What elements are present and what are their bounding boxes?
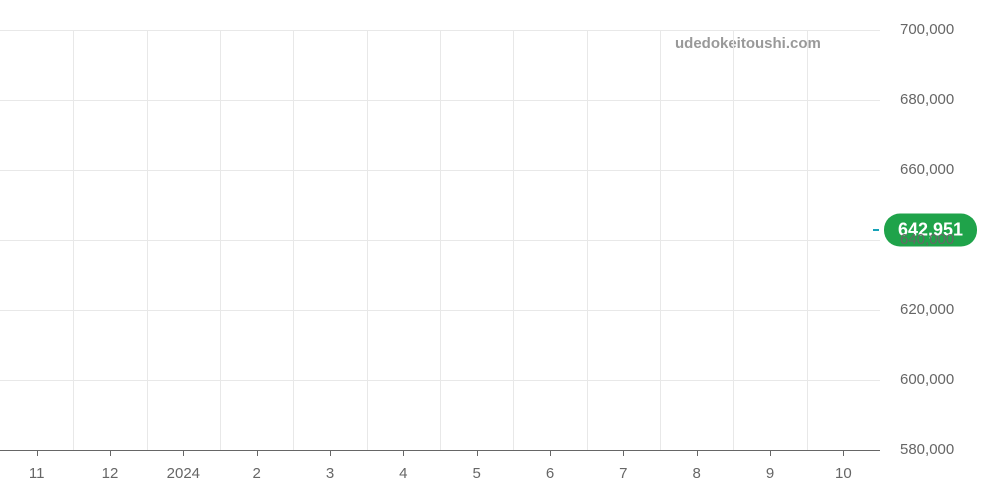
gridline-vertical [147, 30, 148, 450]
gridline-vertical [733, 30, 734, 450]
x-axis-label: 11 [29, 465, 45, 482]
x-axis-label: 10 [835, 465, 852, 482]
y-axis-label: 660,000 [900, 161, 954, 178]
y-axis-label: 580,000 [900, 441, 954, 458]
gridline-vertical [73, 30, 74, 450]
data-point [873, 229, 879, 231]
x-axis-label: 5 [472, 465, 480, 482]
gridline-vertical [293, 30, 294, 450]
x-axis-label: 2024 [167, 465, 200, 482]
y-axis-label: 700,000 [900, 21, 954, 38]
y-axis-label: 620,000 [900, 301, 954, 318]
gridline-vertical [513, 30, 514, 450]
price-chart: udedokeitoushi.com 642,951 580,000600,00… [0, 0, 1000, 500]
y-axis-label: 640,000 [900, 231, 954, 248]
y-axis-label: 680,000 [900, 91, 954, 108]
x-axis-label: 9 [766, 465, 774, 482]
gridline-vertical [367, 30, 368, 450]
gridline-vertical [587, 30, 588, 450]
gridline-vertical [220, 30, 221, 450]
x-axis-label: 3 [326, 465, 334, 482]
x-axis-label: 8 [692, 465, 700, 482]
gridline-vertical [660, 30, 661, 450]
y-axis-label: 600,000 [900, 371, 954, 388]
x-axis-line [0, 450, 880, 451]
x-axis-label: 6 [546, 465, 554, 482]
x-axis-label: 7 [619, 465, 627, 482]
watermark: udedokeitoushi.com [675, 35, 821, 52]
x-axis-label: 4 [399, 465, 407, 482]
x-axis-label: 12 [102, 465, 119, 482]
gridline-vertical [807, 30, 808, 450]
x-axis-label: 2 [252, 465, 260, 482]
gridline-vertical [440, 30, 441, 450]
